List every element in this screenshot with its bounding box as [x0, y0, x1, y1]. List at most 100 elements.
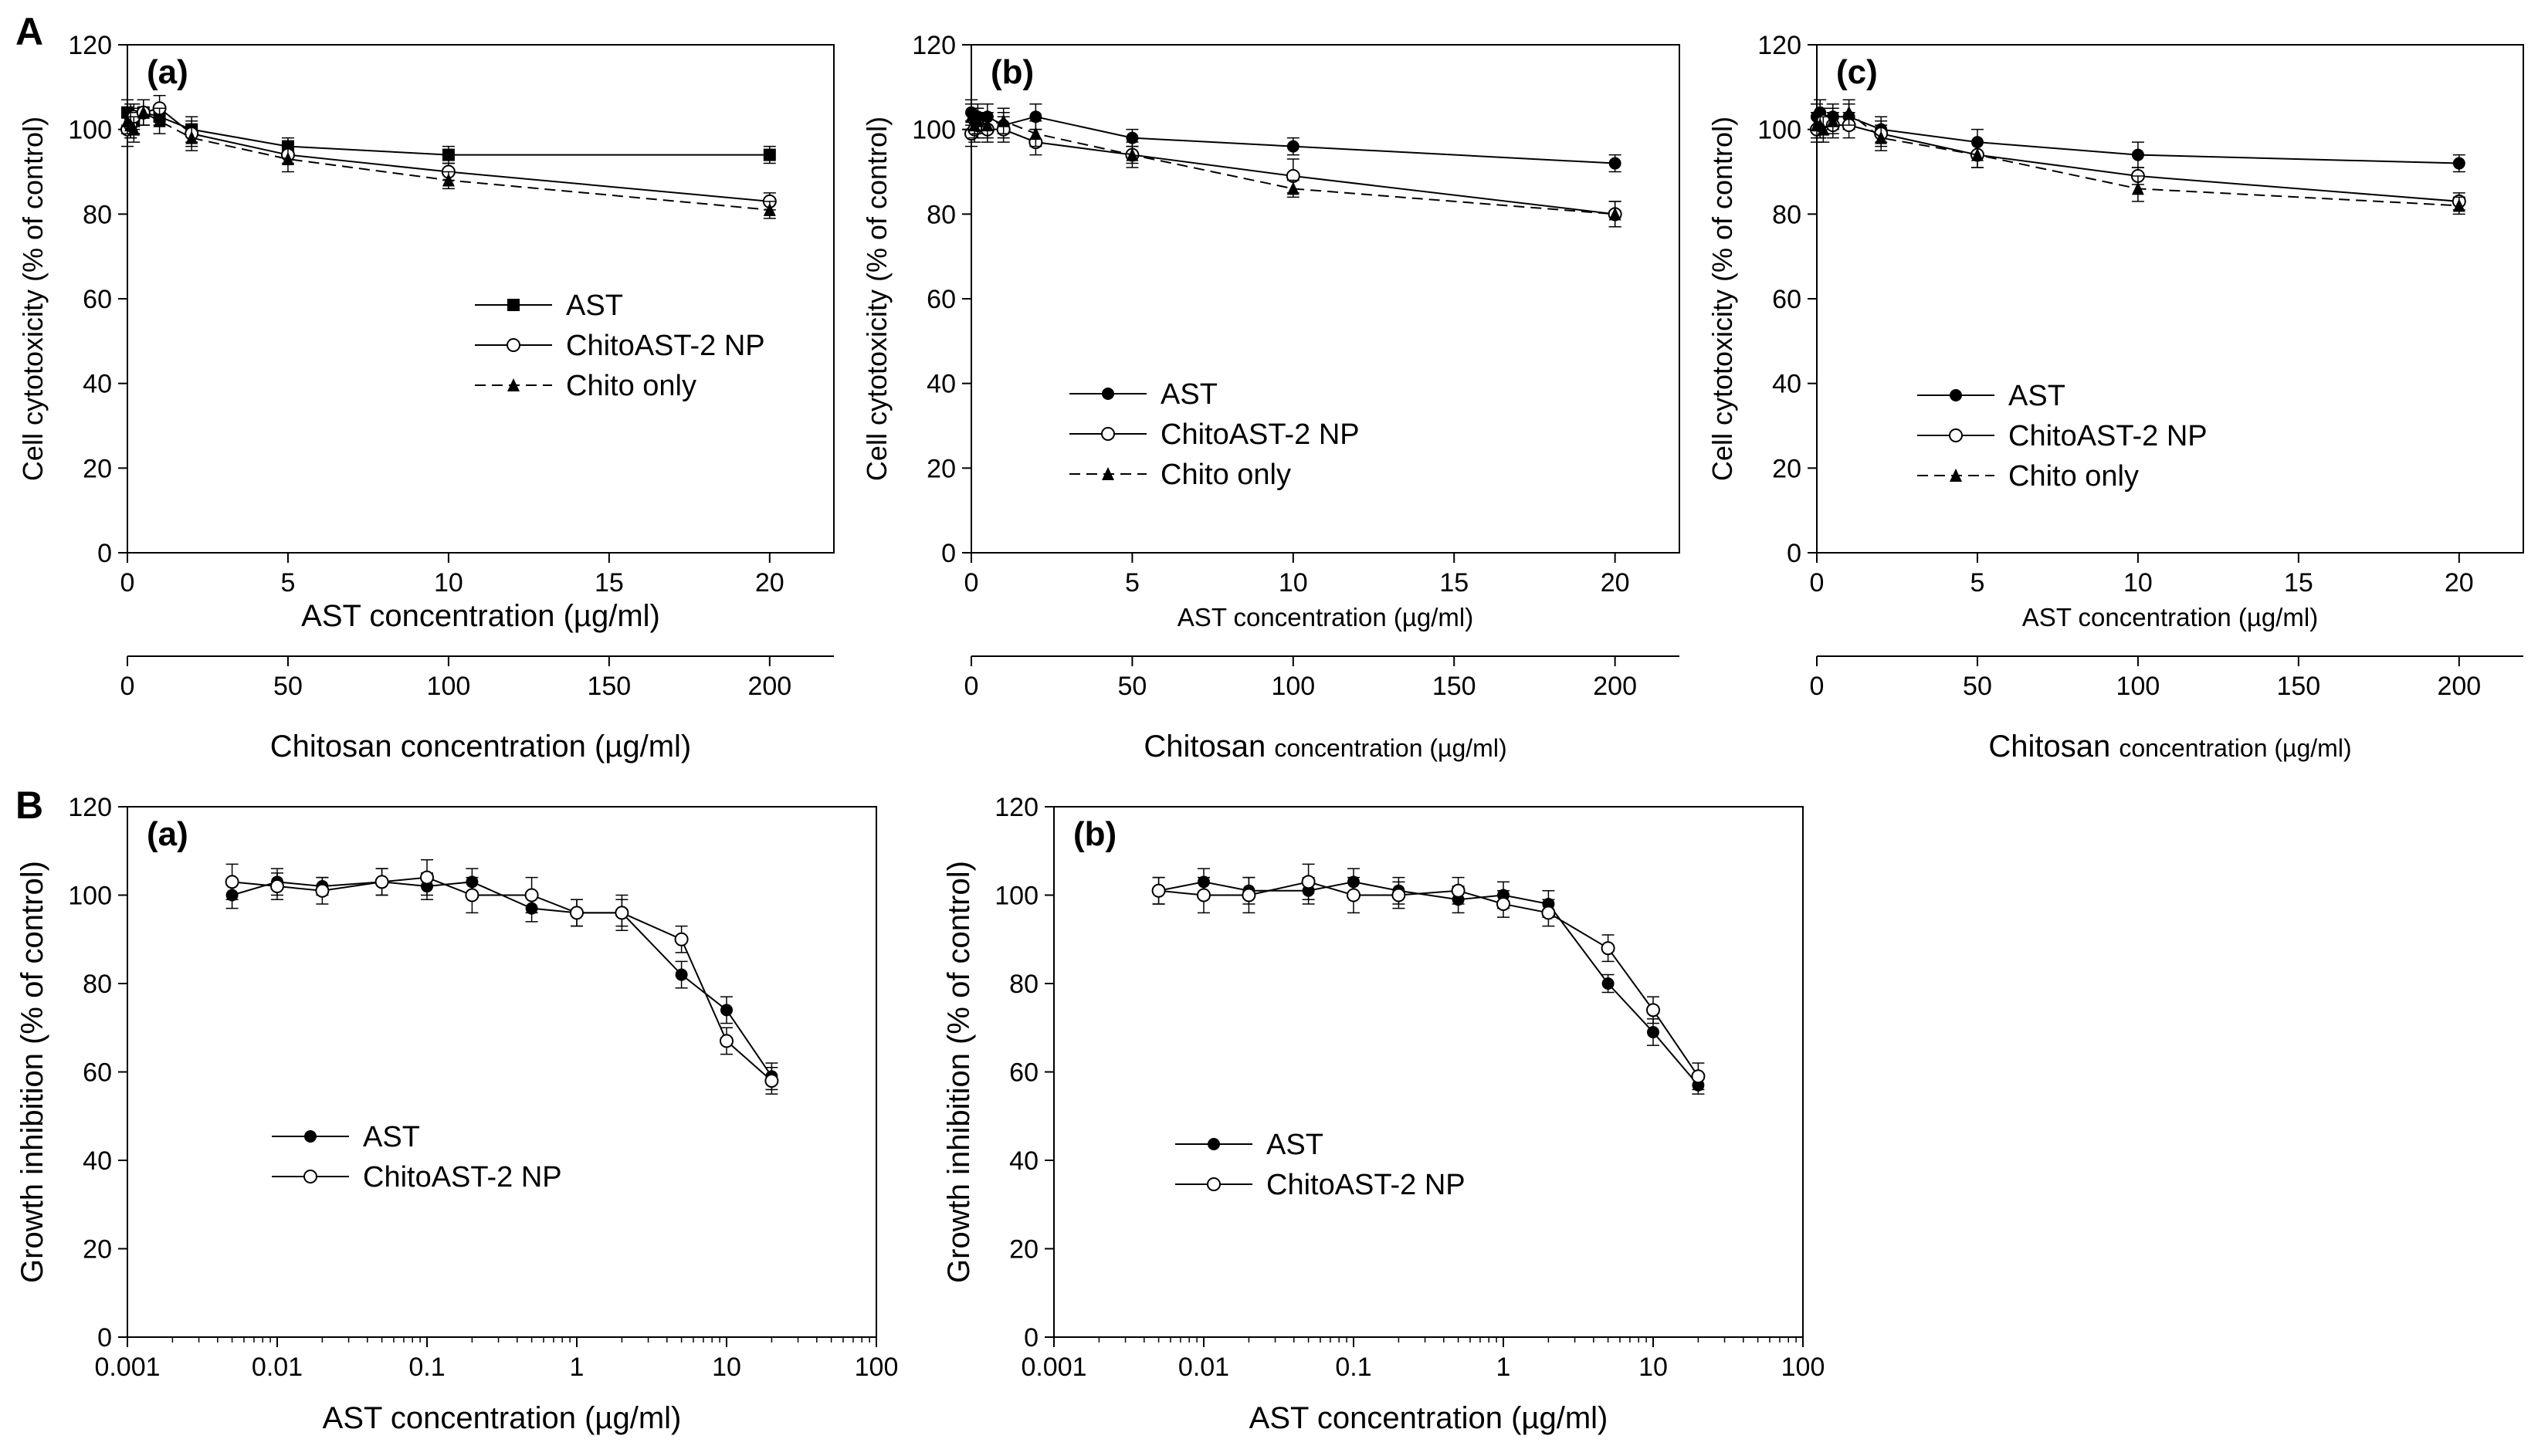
x-tick-label: 10 — [712, 1353, 741, 1382]
plot-frame — [971, 44, 1680, 554]
y-tick-label: 120 — [68, 793, 112, 822]
marker-filled-triangle — [127, 122, 141, 136]
secondary-x-tick-label: 150 — [2276, 672, 2320, 701]
panel-label: (b) — [991, 53, 1034, 91]
x-tick-label: 0 — [964, 568, 979, 598]
legend: AST ChitoAST-2 NP — [1175, 1129, 1466, 1201]
marker-open-circle — [1496, 896, 1510, 911]
y-tick-label: 40 — [83, 370, 112, 399]
x-tick-label: 0.01 — [1178, 1353, 1229, 1382]
secondary-x-tick-label: 0 — [1810, 672, 1825, 701]
chart-panel-a-b: 0 20 40 60 80 100 120 0 5 10 15 20 Cell cytotoxicity… — [861, 31, 1680, 764]
y-tick-label: 100 — [68, 116, 112, 145]
x-tick-label: 10 — [1638, 1353, 1668, 1382]
secondary-x-tick-label: 150 — [587, 672, 631, 701]
secondary-x-tick-label: 200 — [2437, 672, 2481, 701]
marker-open-circle — [615, 906, 629, 920]
marker-filled-triangle — [1608, 207, 1621, 221]
legend-entry-label: AST — [1161, 378, 1218, 411]
legend: AST ChitoAST-2 NP Chito only — [1069, 378, 1360, 491]
x-tick-label: 0.001 — [1021, 1353, 1086, 1382]
x-tick-label: 20 — [1601, 568, 1630, 598]
x-tick-label: 20 — [2445, 568, 2474, 598]
legend-entry-label: Chito only — [2008, 460, 2139, 493]
marker-open-circle — [225, 875, 239, 889]
legend-entry-label: ChitoAST-2 NP — [566, 330, 765, 362]
marker-filled-triangle — [2452, 198, 2465, 212]
marker-open-circle — [1601, 941, 1615, 956]
y-tick-label: 40 — [1772, 370, 1801, 399]
marker-filled-triangle — [997, 113, 1010, 127]
marker-filled-circle — [1608, 157, 1621, 170]
legend: AST ChitoAST-2 NP Chito only — [1917, 380, 2208, 493]
section-b-label: B — [15, 784, 43, 827]
y-tick-label: 80 — [1009, 970, 1039, 999]
legend-entry-label: AST — [363, 1121, 420, 1153]
y-tick-label: 80 — [927, 200, 956, 229]
secondary-x-axis-label: Chitosan concentration (µg/ml) — [1988, 730, 2351, 764]
secondary-x-axis-label-unit: concentration (µg/ml) — [1274, 734, 1506, 762]
x-tick-label: 5 — [280, 568, 295, 598]
y-tick-label: 0 — [1787, 539, 1801, 568]
x-tick-label: 0.001 — [94, 1353, 160, 1382]
secondary-x-tick-label: 0 — [964, 672, 979, 701]
x-tick-label: 1 — [570, 1353, 585, 1382]
x-axis-label: AST concentration (µg/ml) — [1249, 1401, 1608, 1435]
legend-entry-label: AST — [566, 290, 623, 322]
y-tick-label: 60 — [83, 1058, 112, 1088]
series-ast — [1152, 868, 1705, 1095]
chart-panel-b-b: 0 20 40 60 80 100 120 0.001 0.01 0.1 1 10 100 Growth … — [942, 793, 1825, 1435]
marker-filled-triangle — [763, 202, 776, 216]
plot-frame — [127, 806, 877, 1338]
secondary-x-axis-label: Chitosan concentration (µg/ml) — [270, 730, 692, 764]
marker-filled-triangle — [507, 378, 520, 391]
marker-open-circle — [465, 888, 479, 902]
legend-entry-label: Chito only — [1161, 459, 1291, 491]
y-axis-label: Cell cytotoxicity (% of control) — [861, 117, 893, 481]
legend-entry-label: ChitoAST-2 NP — [1266, 1169, 1466, 1201]
x-tick-label: 5 — [1970, 568, 1984, 598]
marker-open-circle — [1151, 883, 1166, 898]
marker-filled-triangle — [137, 105, 150, 119]
marker-open-circle — [1691, 1069, 1706, 1084]
y-tick-label: 0 — [941, 539, 956, 568]
y-tick-label: 60 — [83, 285, 112, 314]
marker-open-circle — [570, 906, 584, 920]
marker-filled-circle — [720, 1004, 733, 1017]
y-tick-label: 60 — [1772, 285, 1801, 314]
marker-open-circle — [1301, 875, 1316, 889]
x-tick-label: 10 — [434, 568, 463, 598]
panel-label: (c) — [1836, 53, 1878, 91]
series-chito-only — [1811, 99, 2465, 215]
marker-filled-circle — [1029, 110, 1042, 124]
legend-entry-label: ChitoAST-2 NP — [2008, 420, 2208, 452]
y-tick-label: 100 — [68, 882, 112, 911]
marker-filled-triangle — [1826, 113, 1839, 127]
series-chitoast-2-np — [225, 858, 779, 1095]
x-tick-label: 0.1 — [408, 1353, 445, 1382]
panel-label: (b) — [1073, 815, 1117, 853]
secondary-x-tick-label: 50 — [1117, 672, 1147, 701]
secondary-x-tick-label: 150 — [1432, 672, 1476, 701]
marker-open-circle — [1101, 427, 1115, 441]
marker-filled-square — [442, 148, 455, 161]
marker-open-circle — [420, 870, 434, 885]
x-tick-label: 15 — [2284, 568, 2313, 598]
secondary-x-tick-label: 200 — [747, 672, 791, 701]
marker-open-circle — [674, 932, 689, 946]
y-tick-label: 0 — [1024, 1323, 1039, 1353]
plot-frame — [127, 44, 835, 554]
secondary-x-axis-label-main: Chitosan — [1988, 730, 2119, 764]
marker-filled-circle — [1126, 131, 1139, 144]
x-tick-label: 1 — [1496, 1353, 1511, 1382]
marker-filled-circle — [2131, 148, 2144, 161]
x-tick-label: 20 — [755, 568, 784, 598]
secondary-x-tick-label: 100 — [1271, 672, 1315, 701]
secondary-x-tick-label: 50 — [273, 672, 303, 701]
chart-panel-a-c: 0 20 40 60 80 100 120 0 5 10 15 20 Cell cytotoxicity… — [1706, 31, 2524, 764]
marker-open-circle — [524, 888, 539, 902]
secondary-x-axis-label-unit: concentration (µg/ml) — [2119, 734, 2351, 762]
section-a-label: A — [15, 10, 43, 53]
x-tick-label: 0 — [1810, 568, 1825, 598]
